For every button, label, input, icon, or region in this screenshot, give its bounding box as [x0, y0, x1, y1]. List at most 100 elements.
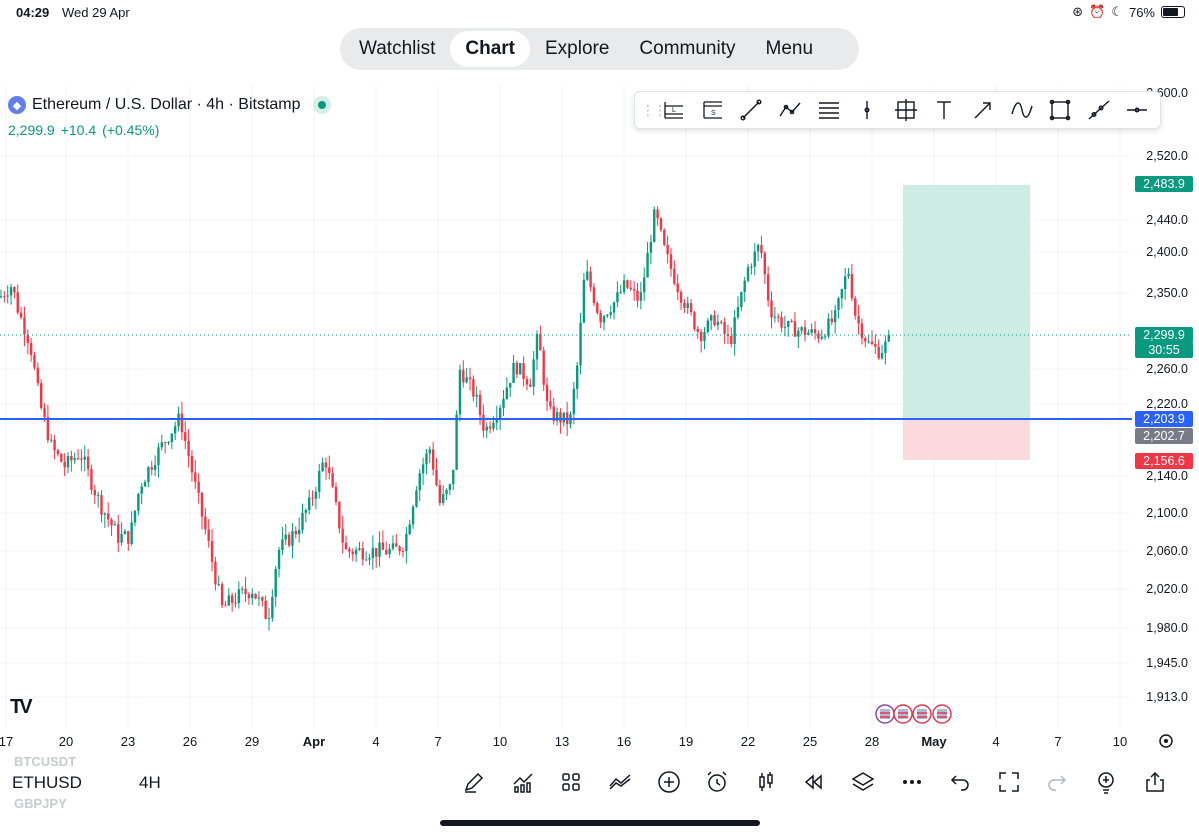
layouts-icon[interactable]	[547, 767, 596, 797]
candle-body	[13, 287, 16, 293]
candle-body	[750, 266, 753, 268]
tradingview-logo: TV	[10, 696, 32, 718]
candle-body	[214, 561, 217, 585]
battery-percent: 76%	[1128, 4, 1155, 20]
alert-icon[interactable]	[693, 767, 742, 797]
candle-body	[827, 318, 830, 337]
fib-retracement-icon[interactable]	[809, 92, 848, 128]
symbol-header[interactable]: ◆ Ethereum / U.S. Dollar · 4h · Bitstamp	[8, 96, 331, 114]
candle-body	[0, 296, 3, 298]
replay-icon[interactable]	[790, 767, 839, 797]
candle-body	[592, 287, 596, 304]
tab-explore[interactable]: Explore	[545, 38, 610, 59]
symbol-button[interactable]: ETHUSD	[12, 773, 82, 792]
redo-icon[interactable]	[1033, 767, 1082, 797]
candle-body	[442, 494, 445, 503]
compare-icon[interactable]	[596, 767, 645, 797]
candle-body	[157, 447, 160, 466]
candle-body	[632, 289, 636, 291]
tab-menu[interactable]: Menu	[765, 38, 814, 59]
candle-body	[830, 318, 833, 323]
candle-body	[606, 314, 609, 317]
tab-community[interactable]: Community	[639, 38, 736, 59]
candle-body	[646, 252, 649, 278]
candle-body	[86, 456, 90, 470]
candle-body	[455, 414, 458, 470]
candle-body	[622, 280, 626, 292]
ethereum-logo-icon: ◆	[8, 96, 26, 114]
arrow-icon[interactable]	[964, 92, 1003, 128]
candle-body	[874, 344, 877, 347]
candle-body	[137, 493, 140, 511]
chart-type-icon[interactable]	[742, 767, 791, 797]
candle-body	[448, 484, 452, 490]
candle-body	[274, 568, 277, 597]
candle-body	[656, 209, 659, 219]
candle-body	[679, 292, 683, 303]
candle-body	[321, 462, 324, 471]
tab-chart[interactable]: Chart	[450, 31, 530, 67]
candle-body	[730, 335, 733, 345]
candle-body	[287, 534, 291, 546]
candle-body	[200, 492, 204, 517]
indicators-icon[interactable]	[499, 767, 548, 797]
candle-body	[241, 588, 244, 590]
time-axis-label: 7	[434, 734, 441, 749]
candle-body	[780, 317, 783, 328]
text-icon[interactable]	[925, 92, 964, 128]
candle-body	[70, 456, 73, 461]
crosshair-icon[interactable]	[887, 92, 926, 128]
vertical-line-icon[interactable]	[848, 92, 887, 128]
candle-body	[438, 484, 442, 503]
symbol-title[interactable]: Ethereum / U.S. Dollar · 4h · Bitstamp	[32, 96, 301, 113]
candle-body	[787, 320, 790, 327]
candle-body	[703, 332, 706, 342]
short-position-icon[interactable]: S	[694, 92, 733, 128]
candle-body	[840, 289, 844, 299]
curve-icon[interactable]	[1002, 92, 1041, 128]
horizontal-ray-icon[interactable]	[1118, 92, 1157, 128]
candle-body	[411, 506, 415, 525]
candle-body	[170, 433, 174, 442]
tab-watchlist[interactable]: Watchlist	[359, 38, 436, 59]
price-axis-tick: 2,220.0	[1146, 397, 1188, 411]
candle-body	[602, 316, 606, 323]
candle-body	[80, 458, 83, 460]
time-axis-label: 23	[121, 734, 135, 749]
candle-body	[197, 481, 200, 493]
ghost-symbol-above: BTCUSDT	[14, 754, 77, 769]
candle-body	[421, 464, 425, 474]
candle-body	[753, 251, 756, 267]
bottom-toolbar: BTCUSDT ETHUSD GBPJPY 4H	[0, 754, 1199, 814]
candle-body	[756, 245, 760, 252]
drag-handle-icon[interactable]: ⋮⋮	[641, 101, 667, 118]
candle-body	[797, 330, 800, 337]
rectangle-icon[interactable]	[1041, 92, 1080, 128]
candle-body	[850, 273, 854, 299]
add-icon[interactable]	[644, 767, 693, 797]
fullscreen-icon[interactable]	[985, 767, 1034, 797]
candle-body	[324, 462, 328, 468]
drawing-pen-icon[interactable]	[450, 767, 499, 797]
time-axis-label: 10	[1113, 734, 1127, 749]
candle-body	[884, 341, 887, 354]
candle-body	[458, 369, 462, 415]
candle-body	[673, 268, 676, 284]
ray-icon[interactable]	[1080, 92, 1119, 128]
hint-icon[interactable]	[1082, 767, 1131, 797]
interval-button[interactable]: 4H	[139, 773, 161, 792]
long-position-icon[interactable]: L	[655, 92, 694, 128]
candle-body	[616, 292, 619, 303]
flag-us-icon	[917, 709, 927, 719]
time-axis-label: 13	[555, 734, 569, 749]
axis-settings-icon-center	[1164, 739, 1168, 743]
trend-line-icon[interactable]	[732, 92, 771, 128]
time-axis-label: Apr	[303, 734, 325, 749]
layers-icon[interactable]	[839, 767, 888, 797]
price-chart[interactable]: 2,520.0 2,440.0 2,400.0 2,350.0 2,260.0 2,220…	[0, 80, 1199, 750]
undo-icon[interactable]	[936, 767, 985, 797]
path-icon[interactable]	[771, 92, 810, 128]
share-icon[interactable]	[1130, 767, 1179, 797]
more-icon[interactable]	[887, 767, 936, 797]
candle-body	[857, 315, 860, 324]
